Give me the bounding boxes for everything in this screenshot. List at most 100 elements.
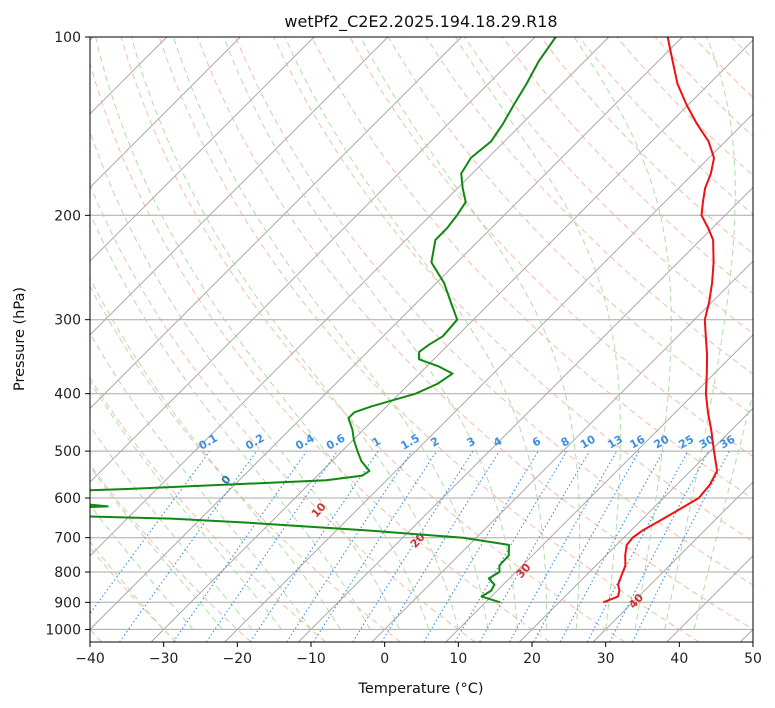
dry-adiabat [654,37,753,137]
mixing-ratio-label: 36 [718,432,738,451]
dry-adiabat-label: 40 [626,591,646,611]
moist-adiabat [455,37,622,630]
x-tick-label: 0 [380,651,389,667]
y-tick-label: 200 [54,208,81,224]
mixing-ratio-label: 16 [627,432,647,451]
x-tick-label: 50 [744,651,762,667]
mixing-ratio-label: 0.2 [243,432,266,453]
mixing-ratio-label: 6 [530,434,543,449]
moist-adiabat [95,37,430,630]
y-tick-label: 1000 [45,622,81,638]
mixing-ratio-line [533,450,640,642]
x-tick-label: −20 [223,651,253,667]
dry-adiabat [90,463,252,642]
dry-adiabat [311,37,753,500]
dry-adiabat [502,37,753,295]
moist-adiabat [130,37,459,630]
mixing-ratio-line [632,450,730,642]
mixing-ratio-label: 1 [370,435,383,450]
isotherm-line [592,481,753,642]
y-tick-label: 100 [54,30,81,46]
y-axis-label: Pressure (hPa) [12,287,28,391]
mixing-ratio-line [559,450,664,642]
moist-adiabat [693,392,753,630]
moist-adiabat [173,37,489,630]
mixing-ratio-label: 1.5 [398,432,421,453]
chart-title: wetPf2_C2E2.2025.194.18.29.R18 [284,12,557,32]
dry-adiabat [196,37,753,630]
moist-adiabat [664,37,736,630]
mixing-ratio-line [313,450,438,642]
mixing-ratio-line [172,450,308,642]
moist-adiabat [90,540,165,630]
mixing-ratio-line [90,450,211,615]
mixing-ratio-label: 20 [652,432,672,451]
isotherm-line [90,37,683,631]
moist-adiabat [90,129,400,630]
mixing-ratio-label: 3 [465,435,478,450]
mixing-ratio-label: 10 [578,432,598,451]
dry-adiabat [273,37,753,543]
dewpoint-profile-line [90,37,557,604]
dry-adiabat [120,37,625,642]
dry-adiabat [770,37,775,642]
isotherm-line [371,260,753,642]
mixing-ratio-line [454,450,568,642]
isotherm-line [445,334,753,642]
x-tick-label: 20 [523,651,541,667]
moist-adiabat [573,37,672,630]
isotherm-line [519,407,753,642]
dry-adiabat [90,285,401,642]
moist-adiabat [90,332,312,630]
x-tick-label: 30 [597,651,615,667]
moist-adiabat [90,504,194,630]
mixing-ratio-line [249,450,379,642]
y-tick-label: 600 [54,491,81,507]
y-tick-label: 900 [54,595,81,611]
x-axis-label: Temperature (°C) [357,681,483,697]
mixing-ratio-label: 8 [559,435,572,450]
x-tick-label: 40 [670,651,688,667]
dry-adiabat [90,183,476,642]
dry-adiabat-label: -10 [31,280,54,304]
mixing-ratio-line [352,450,474,642]
isotherm-line [740,628,753,642]
y-tick-label: 500 [54,444,81,460]
isotherm-line [90,37,315,262]
dry-adiabat [90,62,551,642]
isotherm-line [666,555,753,642]
moist-adiabat [90,465,223,630]
mixing-ratio-label: 13 [605,433,625,452]
dry-adiabat [463,37,753,335]
mixing-ratio-line [119,450,258,642]
isotherm-line [224,113,753,642]
moist-adiabat [90,425,253,630]
mixing-ratio-line [286,450,413,642]
mixing-ratio-label: 0.4 [293,431,317,452]
moist-adiabat [223,37,518,630]
dry-adiabat [158,37,700,642]
isotherm-line [150,39,753,642]
mixing-ratio-label: 25 [676,433,696,452]
mixing-ratio-label: 0.1 [196,432,219,453]
y-tick-label: 300 [54,313,81,329]
isotherm-line [90,37,536,483]
y-tick-label: 400 [54,387,81,403]
moist-adiabat [90,381,282,630]
isotherm-line [90,37,389,336]
mixing-ratio-line [205,450,338,642]
mixing-ratio-line [423,450,539,642]
dry-adiabat [349,37,753,458]
mixing-ratio-line [381,450,500,642]
moist-adiabat [284,37,548,630]
dry-adiabat [616,37,753,176]
mixing-ratio-line [509,450,618,642]
x-tick-label: −30 [149,651,179,667]
x-tick-label: 10 [449,651,467,667]
dry-adiabat [235,37,753,586]
temperature-profile-line [602,37,719,604]
dry-adiabat-label: 30 [514,561,534,581]
isotherm-line [90,37,462,410]
isotherm-line [90,37,610,557]
